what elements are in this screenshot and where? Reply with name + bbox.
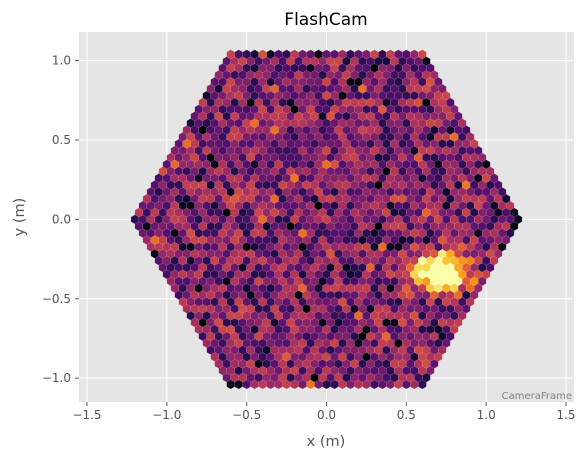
camera-pixel [410, 49, 419, 60]
x-tick-label: 1.5 [556, 408, 575, 422]
camera-pixel [418, 49, 427, 60]
camera-pixel [306, 49, 315, 60]
y-tick-label: 0.5 [52, 133, 71, 147]
camera-pixel [330, 49, 339, 60]
x-tick-label: −0.5 [232, 408, 261, 422]
camera-pixel [338, 49, 347, 60]
y-axis-label: y (m) [12, 198, 28, 237]
camera-pixel [258, 49, 267, 60]
x-axis-ticks: −1.5 −1.0 −0.5 0.0 0.5 1.0 1.5 [72, 402, 576, 422]
camera-pixel [322, 49, 331, 60]
x-tick-label: −1.5 [72, 408, 101, 422]
camera-pixel [386, 49, 395, 60]
camera-pixel [362, 49, 371, 60]
camera-pixel [354, 49, 363, 60]
x-tick-label: 1.0 [477, 408, 496, 422]
y-tick-label: 1.0 [52, 54, 71, 68]
y-tick-label: −0.5 [42, 292, 71, 306]
camera-pixel [370, 49, 379, 60]
camera-pixel [274, 49, 283, 60]
camera-pixel [402, 49, 411, 60]
camera-pixel [266, 49, 275, 60]
camera-pixel [378, 49, 387, 60]
camera-pixel [234, 49, 243, 60]
x-axis-label: x (m) [307, 434, 346, 450]
camera-pixel [346, 49, 355, 60]
camera-pixel [298, 49, 307, 60]
y-axis-ticks: −1.0 −0.5 0.0 0.5 1.0 [42, 54, 79, 385]
camera-pixel [290, 49, 299, 60]
chart-title: FlashCam [284, 10, 367, 30]
x-tick-label: 0.0 [317, 408, 336, 422]
y-tick-label: −1.0 [42, 371, 71, 385]
camera-frame-label: CameraFrame [502, 391, 572, 402]
camera-pixel [394, 49, 403, 60]
camera-pixel [250, 49, 259, 60]
camera-pixel [226, 49, 235, 60]
camera-pixel [242, 49, 251, 60]
camera-pixel [282, 49, 291, 60]
camera-pixels [130, 49, 523, 390]
x-tick-label: 0.5 [397, 408, 416, 422]
camera-pixel [314, 49, 323, 60]
y-tick-label: 0.0 [52, 212, 71, 226]
x-tick-label: −1.0 [152, 408, 181, 422]
